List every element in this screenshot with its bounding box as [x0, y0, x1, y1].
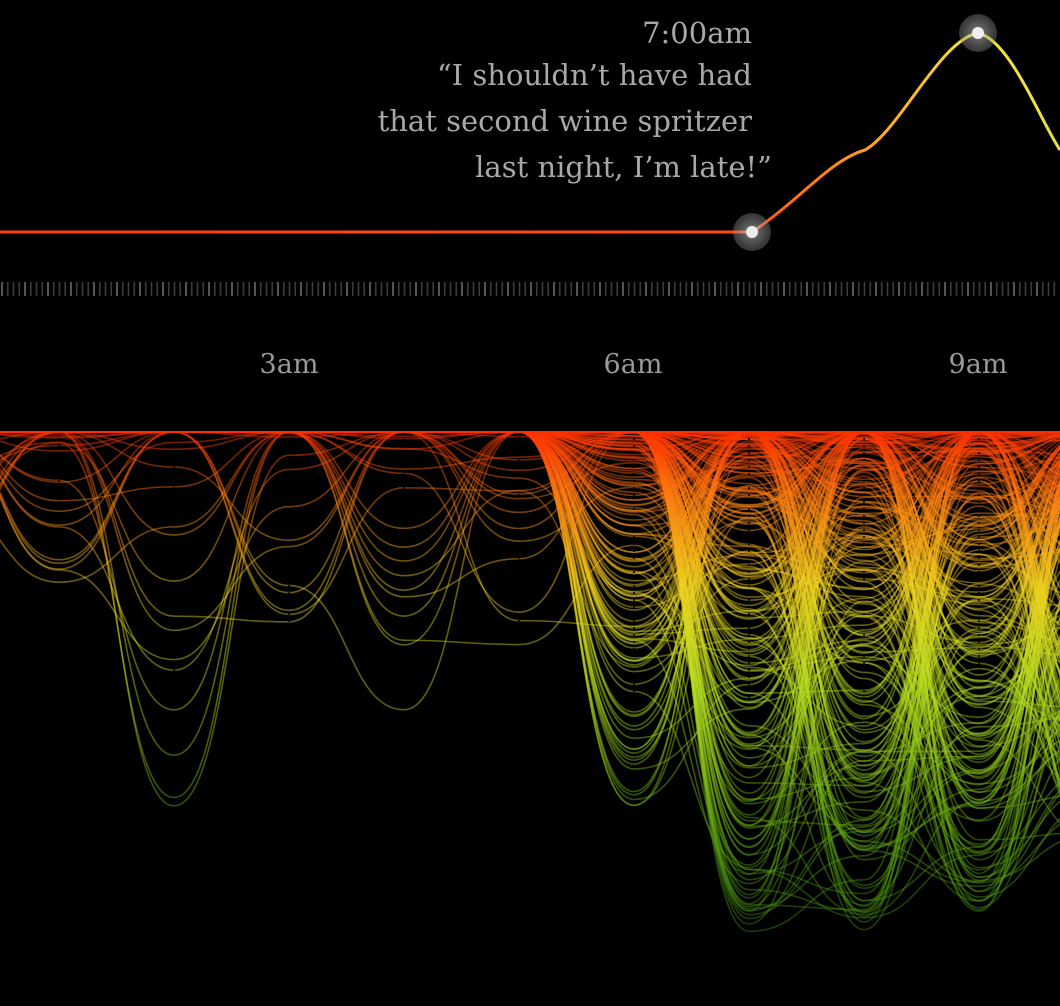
- activity-line: [0, 431, 1060, 728]
- axis-label: 9am: [949, 349, 1008, 380]
- activity-line: [0, 431, 1060, 799]
- highlight-line: [0, 31, 1060, 234]
- annotation-quote: “I shouldn’t have had: [437, 58, 752, 92]
- hour-markers: [58, 438, 980, 700]
- axis-label: 6am: [604, 349, 663, 380]
- highlight-point-core: [972, 27, 984, 39]
- tick-strip: [1, 282, 1056, 296]
- activity-lines: [0, 431, 1060, 933]
- annotation-time: 7:00am: [642, 16, 752, 50]
- annotation-quote: that second wine spritzer: [378, 104, 753, 138]
- highlight-point-core: [746, 226, 758, 238]
- axis-label: 3am: [260, 349, 319, 380]
- annotation-quote: last night, I’m late!”: [475, 150, 772, 184]
